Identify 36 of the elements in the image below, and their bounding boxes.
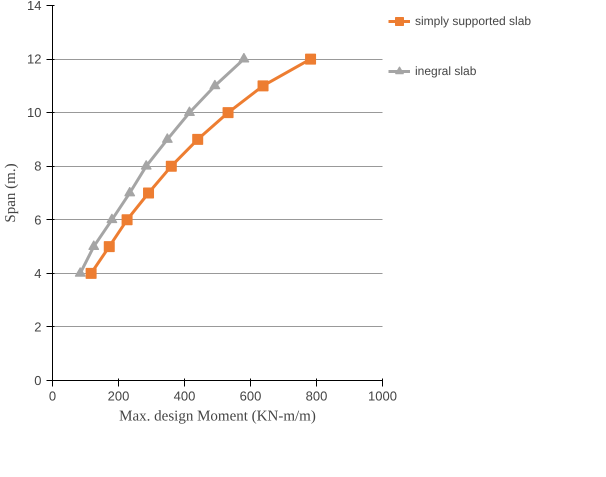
point bbox=[88, 240, 100, 250]
y-tick-label: 8 bbox=[34, 158, 42, 174]
y-tick-label: 4 bbox=[34, 266, 42, 281]
point bbox=[143, 188, 154, 198]
x-tick-label: 400 bbox=[174, 388, 196, 404]
point bbox=[305, 54, 316, 65]
y-tick-label: 0 bbox=[34, 373, 42, 388]
point bbox=[122, 214, 133, 226]
y-tick-label: 2 bbox=[34, 319, 42, 334]
point bbox=[209, 80, 220, 90]
y-tick-label: 10 bbox=[27, 105, 42, 120]
point bbox=[140, 160, 152, 170]
point bbox=[106, 214, 118, 224]
point bbox=[238, 52, 250, 62]
y-tick-label: 14 bbox=[27, 0, 42, 13]
point bbox=[222, 107, 234, 118]
point bbox=[192, 134, 204, 145]
point bbox=[86, 268, 97, 279]
x-axis-title: Max. design Moment (KN-m/m) bbox=[119, 408, 316, 424]
x-tick-label: 600 bbox=[240, 388, 262, 404]
x-tick-label: 800 bbox=[306, 388, 328, 404]
legend-label: inegral slab bbox=[415, 64, 476, 78]
x-tick-label: 1000 bbox=[368, 388, 397, 404]
point bbox=[166, 160, 177, 172]
point bbox=[74, 267, 86, 277]
y-axis-title: Span (m.) bbox=[3, 163, 20, 223]
point bbox=[258, 80, 269, 92]
legend-label: simply supported slab bbox=[415, 14, 532, 28]
point bbox=[124, 186, 136, 196]
x-tick-label: 0 bbox=[48, 388, 56, 404]
point bbox=[184, 106, 195, 116]
point bbox=[162, 133, 173, 143]
y-tick-label: 6 bbox=[34, 212, 42, 228]
point bbox=[104, 241, 115, 252]
y-tick-label: 12 bbox=[27, 52, 42, 67]
x-tick-label: 200 bbox=[108, 388, 130, 404]
